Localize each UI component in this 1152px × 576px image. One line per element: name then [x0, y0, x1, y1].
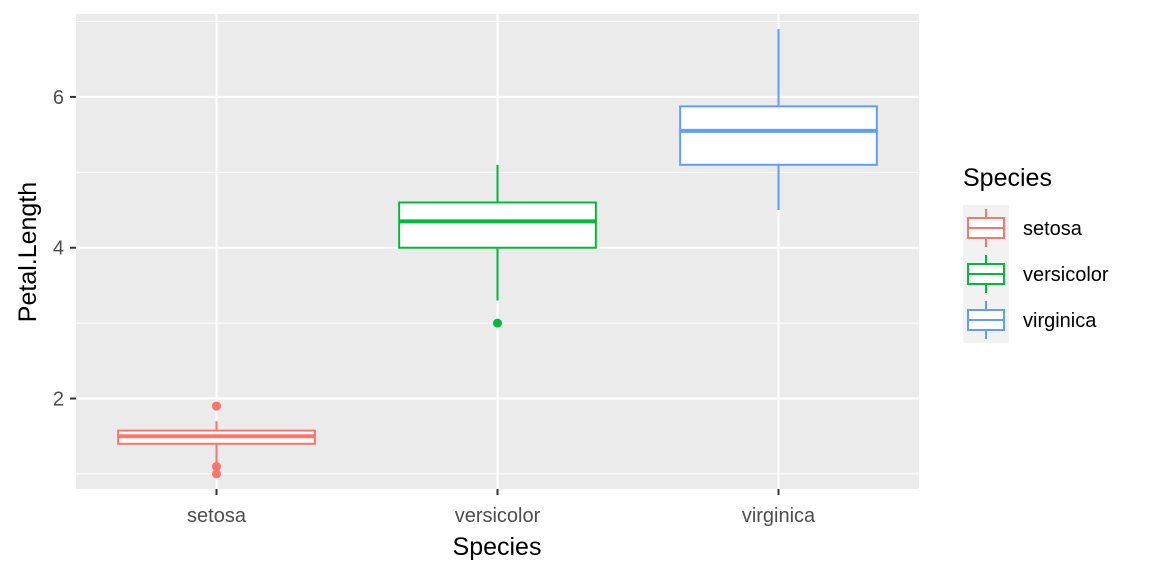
x-axis-title: Species: [453, 533, 542, 561]
legend-title: Species: [963, 164, 1052, 192]
y-tick-label: 6: [53, 87, 64, 109]
box-iqr: [679, 105, 878, 166]
outlier-point: [212, 461, 221, 471]
y-axis-title: Petal.Length: [14, 182, 42, 322]
box-setosa: [117, 401, 316, 479]
y-tick-label: 2: [53, 389, 64, 411]
legend-key-virginica: virginica: [963, 297, 1097, 343]
y-tick-label: 4: [53, 238, 64, 260]
legend: Species setosa versicolor virginica: [963, 164, 1109, 343]
box-versicolor: [398, 164, 597, 328]
legend-label: virginica: [1023, 310, 1097, 332]
outlier-point: [212, 401, 221, 411]
x-tick-label: virginica: [742, 505, 816, 527]
legend-label: setosa: [1023, 218, 1083, 240]
legend-key-setosa: setosa: [963, 205, 1083, 251]
legend-label: versicolor: [1023, 264, 1109, 286]
boxes: [117, 29, 878, 479]
box-virginica: [679, 29, 878, 211]
x-tick-label: setosa: [187, 505, 247, 527]
x-axis: setosa versicolor virginica: [187, 489, 816, 527]
x-tick-label: versicolor: [455, 505, 541, 527]
y-axis: 2 4 6: [53, 87, 76, 411]
legend-keys: setosa versicolor virginica: [963, 205, 1109, 343]
outlier-point: [493, 318, 502, 328]
box-iqr: [398, 201, 597, 249]
outlier-point: [212, 469, 221, 479]
legend-key-versicolor: versicolor: [963, 251, 1109, 297]
